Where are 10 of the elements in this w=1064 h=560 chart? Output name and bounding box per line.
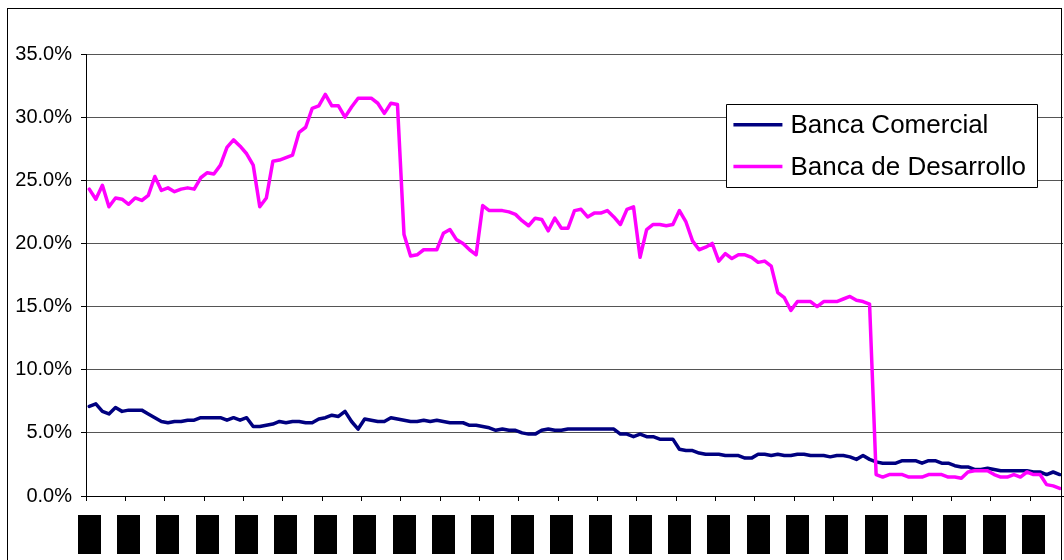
y-tick-label: 20.0%: [15, 230, 73, 253]
y-tick-label: 30.0%: [15, 104, 73, 127]
y-tick-label: 5.0%: [26, 420, 73, 443]
y-tick-label: 35.0%: [15, 41, 73, 64]
legend-label: Banca de Desarrollo: [790, 150, 1026, 181]
y-tick-label: 25.0%: [15, 167, 73, 190]
y-tick-label: 0.0%: [26, 483, 73, 506]
legend-label: Banca Comercial: [790, 108, 989, 139]
y-tick-label: 10.0%: [15, 357, 73, 380]
y-tick-label: 15.0%: [15, 294, 73, 317]
